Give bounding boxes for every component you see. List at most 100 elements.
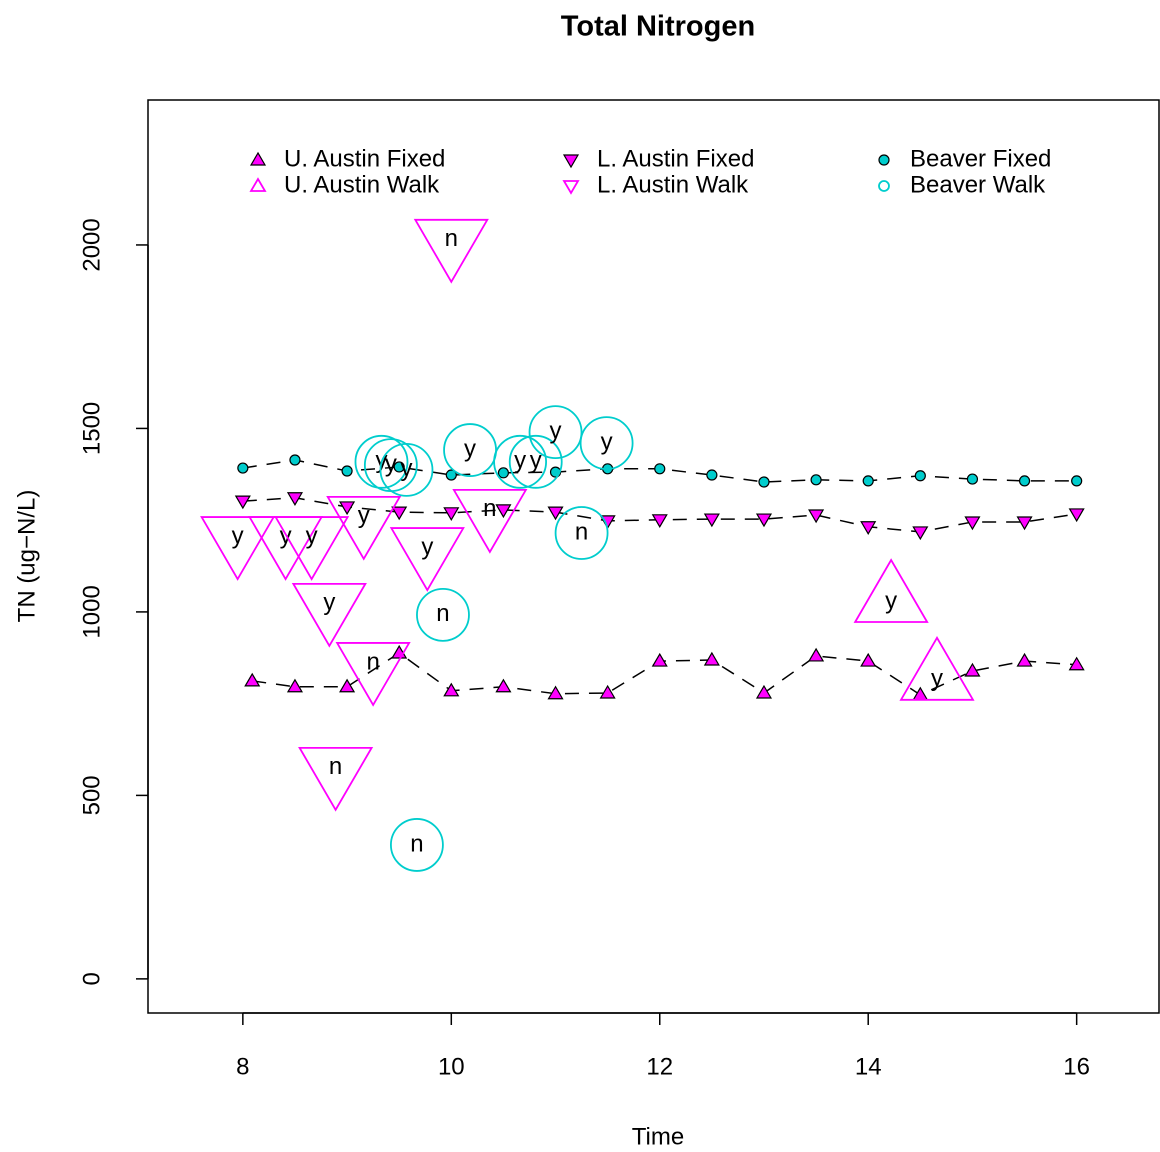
data-point (651, 652, 668, 667)
data-point (808, 647, 825, 662)
data-point (758, 476, 770, 488)
data-point (335, 642, 411, 707)
y-tick-label: 1500 (78, 402, 105, 455)
data-point (808, 509, 825, 524)
x-tick-label: 10 (438, 1053, 465, 1080)
point-label: y (885, 587, 897, 614)
x-tick-label: 16 (1063, 1053, 1090, 1080)
point-label: n (575, 518, 588, 545)
legend-label: U. Austin Walk (284, 171, 440, 198)
data-point (912, 686, 929, 701)
point-label: n (483, 495, 496, 522)
point-label: y (232, 522, 244, 549)
point-label: y (358, 502, 370, 529)
point-label: n (436, 600, 449, 627)
data-point (1016, 516, 1033, 531)
point-label: n (410, 830, 423, 857)
data-point (912, 526, 929, 541)
data-point (495, 678, 512, 693)
data-point (860, 652, 877, 667)
data-point (445, 469, 457, 481)
data-point (1071, 475, 1083, 487)
data-point (200, 516, 276, 581)
data-point (341, 465, 353, 477)
data-point (354, 434, 409, 489)
data-point (237, 462, 249, 474)
data-point (579, 416, 634, 471)
data-point (452, 488, 528, 554)
data-point (274, 516, 350, 581)
point-label: n (329, 753, 342, 780)
data-point (1068, 508, 1085, 523)
point-label: y (400, 455, 412, 482)
legend-symbol (249, 177, 267, 192)
data-point (289, 454, 301, 466)
data-point (1068, 656, 1085, 671)
point-label: y (530, 447, 542, 474)
x-axis-label: Time (632, 1123, 684, 1150)
legend-label: Beaver Fixed (910, 145, 1051, 172)
point-label: n (366, 648, 379, 675)
data-point (286, 492, 304, 506)
data-point (508, 434, 563, 489)
point-label: y (421, 533, 433, 560)
legend-symbol (562, 180, 580, 195)
data-point (291, 582, 367, 648)
y-tick-label: 1000 (78, 585, 105, 638)
point-label: y (385, 450, 397, 477)
data-point (966, 473, 979, 485)
data-point (326, 495, 402, 561)
data-point (547, 506, 564, 521)
data-point (853, 558, 929, 623)
data-point (964, 516, 981, 531)
legend-symbol (878, 180, 890, 192)
data-point (413, 218, 489, 284)
y-tick-label: 2000 (78, 218, 105, 271)
point-label: y (464, 435, 476, 462)
data-point (493, 434, 547, 489)
data-point (393, 461, 405, 473)
data-point (495, 504, 512, 519)
data-point (244, 672, 261, 687)
data-point (651, 514, 668, 528)
x-tick-label: 14 (855, 1053, 882, 1080)
legend-label: L. Austin Fixed (597, 145, 754, 172)
data-point (899, 636, 975, 701)
data-point (706, 469, 718, 481)
data-point (703, 513, 720, 528)
data-point (554, 506, 609, 560)
data-point (390, 818, 444, 872)
data-point (391, 506, 408, 521)
x-tick-label: 8 (236, 1053, 249, 1080)
legend-label: Beaver Walk (910, 171, 1046, 198)
data-point (234, 495, 251, 510)
data-point (298, 746, 374, 812)
data-point (755, 684, 773, 699)
data-point (599, 684, 616, 699)
data-point (389, 527, 465, 592)
data-point (1018, 475, 1031, 487)
x-tick-label: 12 (646, 1053, 673, 1080)
data-point (379, 442, 434, 497)
data-point (654, 463, 666, 475)
data-point (810, 474, 822, 486)
legend-label: L. Austin Walk (597, 171, 749, 198)
data-point (1016, 652, 1033, 667)
data-point (755, 513, 773, 528)
point-label: n (445, 225, 458, 252)
data-point (497, 467, 510, 479)
data-point (964, 662, 981, 677)
data-point (860, 521, 877, 535)
chart-title: Total Nitrogen (561, 11, 755, 43)
data-point (914, 470, 926, 482)
data-point (339, 501, 356, 516)
data-point (528, 405, 583, 460)
y-tick-label: 500 (78, 775, 105, 815)
legend-label: U. Austin Fixed (284, 145, 445, 172)
data-point (339, 678, 356, 693)
point-label: y (550, 417, 562, 444)
point-label: y (601, 428, 613, 455)
y-tick-label: 0 (78, 972, 105, 985)
